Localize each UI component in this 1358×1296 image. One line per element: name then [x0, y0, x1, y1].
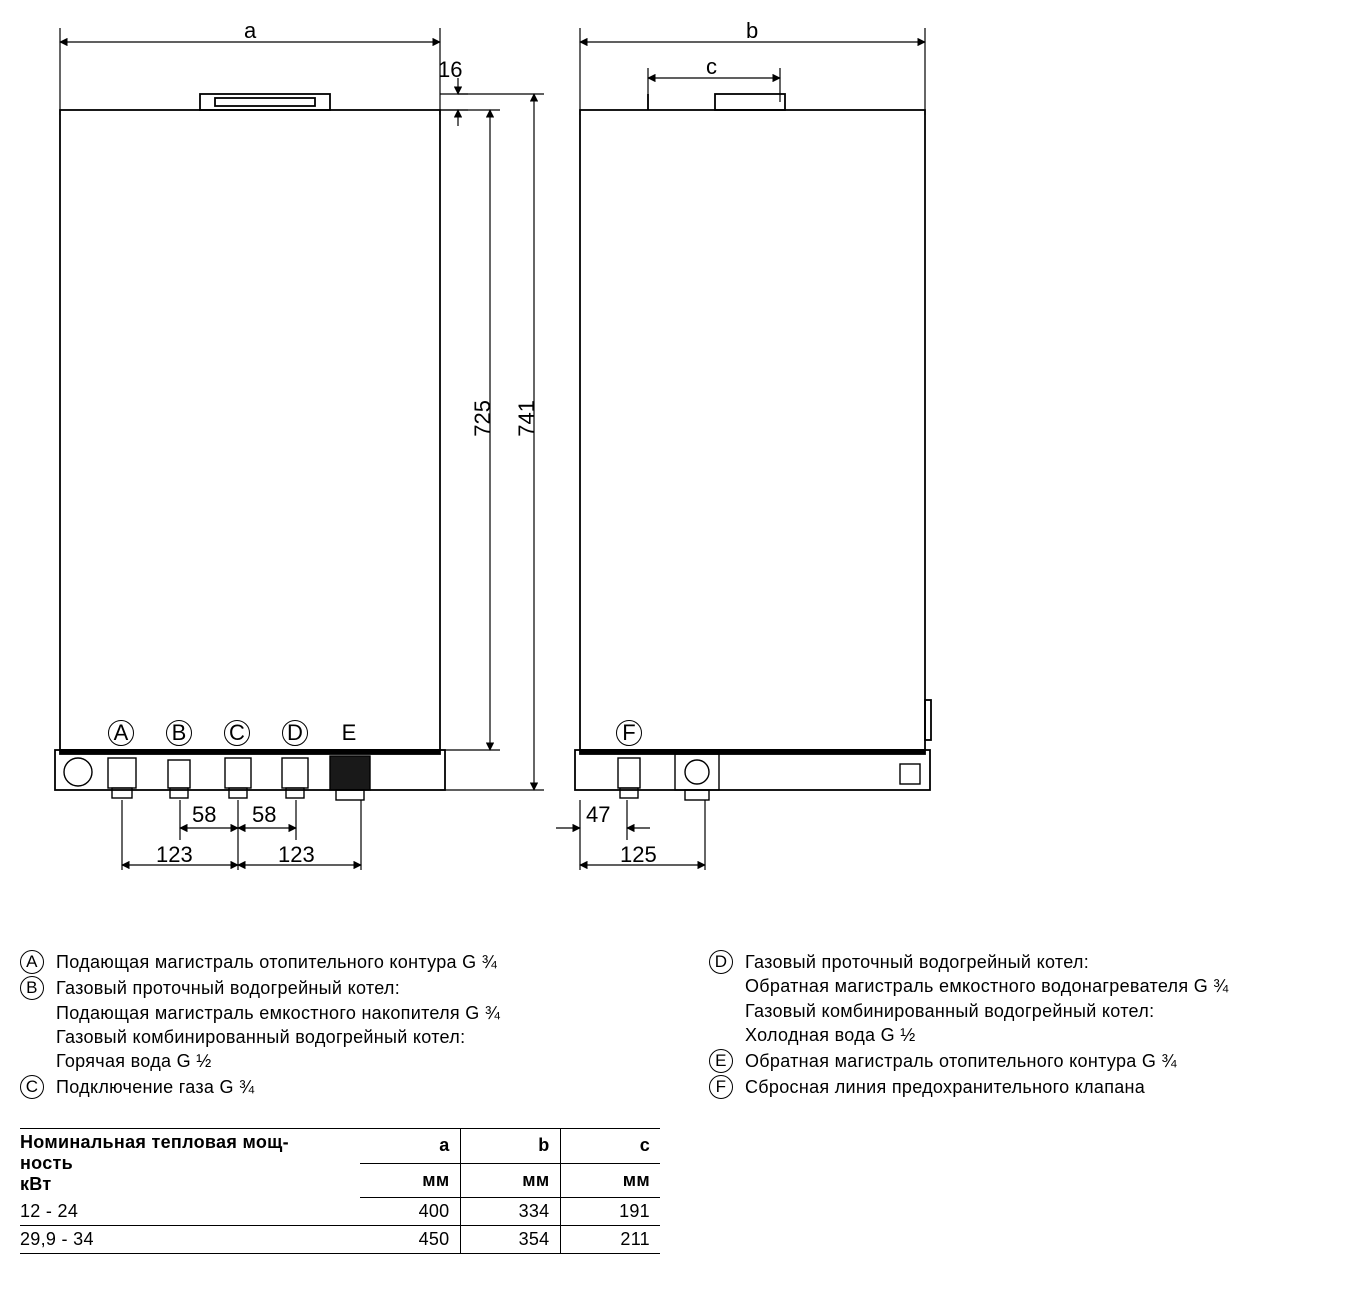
table-header-2: ность — [20, 1153, 73, 1173]
legend-col-right: D Газовый проточный водогрейный котел:Обр… — [709, 950, 1338, 1102]
callout-F: F — [616, 720, 642, 746]
th-unit-b: мм — [460, 1163, 560, 1198]
cell-label: 12 - 24 — [20, 1198, 360, 1226]
cell-c: 211 — [560, 1226, 660, 1254]
th-b: b — [460, 1128, 560, 1163]
cell-a: 450 — [360, 1226, 460, 1254]
legend-item-C: C Подключение газа G ¾ — [20, 1075, 649, 1099]
dim-47-label: 47 — [586, 802, 610, 828]
legend-marker-A: A — [20, 950, 44, 974]
dimensions-table: Номинальная тепловая мощ- ность кВт a b … — [20, 1128, 660, 1255]
dim-125-label: 125 — [620, 842, 657, 868]
legend-text-F: Сбросная линия предохранительного клапан… — [745, 1075, 1145, 1099]
dim-58a-label: 58 — [192, 802, 216, 828]
th-c: c — [560, 1128, 660, 1163]
table-header-3: кВт — [20, 1174, 52, 1194]
dim-b-label: b — [746, 18, 758, 44]
drawing-svg — [20, 20, 1338, 940]
legend-item-A: A Подающая магистраль отопительного конту… — [20, 950, 649, 974]
legend-marker-D: D — [709, 950, 733, 974]
legend-col-left: A Подающая магистраль отопительного конту… — [20, 950, 649, 1102]
legend-text-D: Газовый проточный водогрейный котел:Обра… — [745, 950, 1229, 1047]
legend-item-F: F Сбросная линия предохранительного клапа… — [709, 1075, 1338, 1099]
legend-marker-B: B — [20, 976, 44, 1000]
dim-a-label: a — [244, 18, 256, 44]
table-header-1: Номинальная тепловая мощ- — [20, 1132, 289, 1152]
legend-text-E: Обратная магистраль отопительного контур… — [745, 1049, 1177, 1073]
legend-item-E: E Обратная магистраль отопительного конту… — [709, 1049, 1338, 1073]
table-row: 29,9 - 34450354211 — [20, 1226, 660, 1254]
cell-c: 191 — [560, 1198, 660, 1226]
dim-123b-label: 123 — [278, 842, 315, 868]
legend: A Подающая магистраль отопительного конту… — [20, 950, 1338, 1102]
legend-marker-F: F — [709, 1075, 733, 1099]
table-row: 12 - 24400334191 — [20, 1198, 660, 1226]
legend-text-B: Газовый проточный водогрейный котел:Пода… — [56, 976, 500, 1073]
callout-D: D — [282, 720, 308, 746]
dim-c-label: c — [706, 54, 717, 80]
dim-741-label: 741 — [514, 400, 540, 437]
dim-58b-label: 58 — [252, 802, 276, 828]
legend-item-B: B Газовый проточный водогрейный котел:Под… — [20, 976, 649, 1073]
legend-item-D: D Газовый проточный водогрейный котел:Обр… — [709, 950, 1338, 1047]
callout-A: A — [108, 720, 134, 746]
technical-drawing: a b c 16 725 741 58 58 123 123 47 125 A … — [20, 20, 1338, 940]
cell-a: 400 — [360, 1198, 460, 1226]
cell-label: 29,9 - 34 — [20, 1226, 360, 1254]
dim-123a-label: 123 — [156, 842, 193, 868]
dim-16-label: 16 — [438, 57, 462, 83]
legend-text-A: Подающая магистраль отопительного контур… — [56, 950, 497, 974]
dim-725-label: 725 — [470, 400, 496, 437]
legend-marker-E: E — [709, 1049, 733, 1073]
legend-text-C: Подключение газа G ¾ — [56, 1075, 254, 1099]
legend-marker-C: C — [20, 1075, 44, 1099]
th-a: a — [360, 1128, 460, 1163]
callout-B: B — [166, 720, 192, 746]
th-unit-a: мм — [360, 1163, 460, 1198]
cell-b: 334 — [460, 1198, 560, 1226]
th-unit-c: мм — [560, 1163, 660, 1198]
cell-b: 354 — [460, 1226, 560, 1254]
callout-C: C — [224, 720, 250, 746]
callout-E: E — [336, 720, 362, 746]
